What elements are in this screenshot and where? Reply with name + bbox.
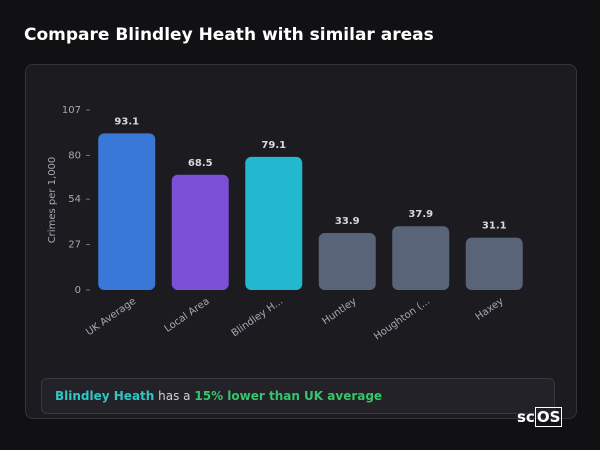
chart: Crimes per 1,000 0 27 54 80 107 93.1 UK Averag…: [47, 105, 523, 343]
x-tick-label: UK Average: [84, 296, 138, 338]
value-label: 33.9: [335, 216, 360, 227]
summary: Blindley Heath has a 15% lower than UK a…: [41, 378, 555, 414]
y-axis-label: Crimes per 1,000: [47, 157, 58, 244]
x-tick-label: Huntley: [320, 296, 358, 327]
logo: sc OS: [517, 407, 563, 427]
logo-right: OS: [534, 407, 563, 427]
y-tick-label: 107: [62, 105, 81, 116]
value-label: 31.1: [482, 221, 507, 232]
logo-left: sc: [517, 408, 535, 426]
highlight: 15% lower than UK average: [194, 389, 383, 403]
place: Blindley Heath: [55, 389, 155, 403]
y-tick-label: 27: [68, 240, 81, 251]
y-tick-label: 80: [68, 150, 81, 161]
x-tick-label: Local Area: [163, 296, 212, 335]
page-title: Compare Blindley Heath with similar area…: [24, 25, 434, 45]
bar: [465, 237, 523, 290]
x-tick-label: Haxey: [474, 296, 506, 323]
y-tick-label: 54: [68, 194, 81, 205]
value-label: 37.9: [408, 209, 433, 220]
bar: [318, 232, 376, 290]
x-tick-label: Houghton (...: [372, 296, 432, 343]
bar: [245, 156, 303, 290]
y-tick-label: 0: [75, 285, 81, 296]
summary-text: has a: [158, 389, 191, 403]
bar: [98, 133, 156, 290]
bar: [171, 174, 229, 290]
value-label: 68.5: [188, 158, 213, 169]
value-label: 79.1: [261, 140, 286, 151]
bar: [392, 226, 450, 290]
value-label: 93.1: [114, 116, 139, 127]
x-tick-label: Blindley H...: [230, 296, 285, 339]
